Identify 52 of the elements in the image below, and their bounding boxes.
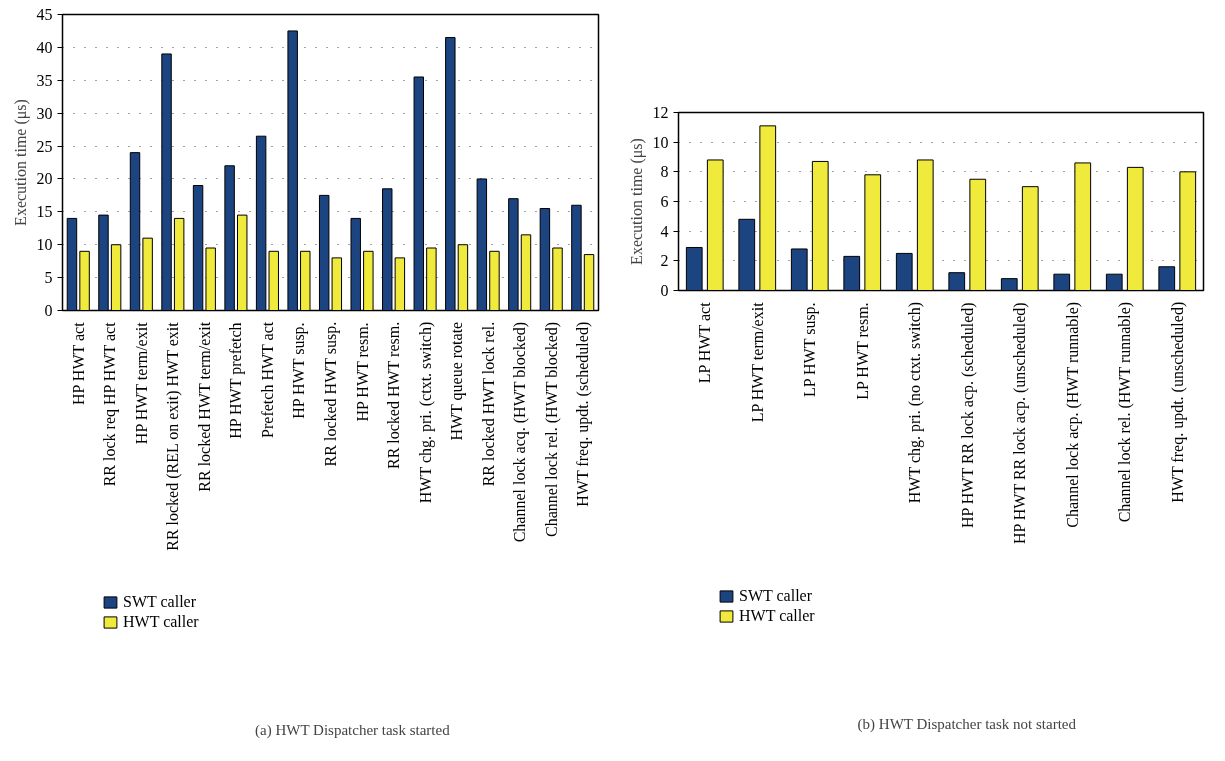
x-tick-label: HP HWT resm. (353, 322, 371, 422)
x-tick-label: LP HWT susp. (801, 302, 820, 398)
x-tick-label: HP HWT susp. (290, 322, 309, 419)
legend-label: HWT caller (123, 613, 199, 631)
y-tick-label: 40 (36, 38, 53, 56)
y-tick-label: 0 (660, 282, 669, 299)
x-tick-label: HP HWT act (69, 321, 87, 406)
x-tick-label: LP HWT term/exit (748, 301, 766, 423)
y-tick-label: 5 (44, 269, 53, 287)
x-tick-label: Channel lock rel. (HWT blocked) (542, 321, 561, 537)
x-tick-label: RR locked (REL on exit) HWT exit (164, 321, 183, 551)
x-tick-label: Channel lock rel. (HWT runnable) (1116, 301, 1135, 523)
x-tick-label: Channel lock acp. (HWT runnable) (1063, 301, 1082, 528)
y-axis-title: Execution time (μs) (627, 138, 646, 265)
y-tick-label: 8 (660, 163, 669, 181)
x-tick-label: HWT freq. updt. (scheduled) (574, 321, 593, 507)
legend-label: HWT caller (739, 607, 815, 625)
y-tick-label: 2 (660, 252, 669, 270)
y-tick-label: 10 (36, 236, 53, 254)
y-tick-label: 10 (652, 133, 669, 151)
y-tick-label: 45 (36, 6, 53, 23)
legend-label: SWT caller (123, 593, 197, 611)
y-tick-label: 12 (652, 104, 669, 121)
x-tick-label: LP HWT resm. (853, 302, 871, 400)
y-tick-label: 25 (36, 137, 53, 155)
y-tick-label: 6 (660, 193, 669, 210)
y-tick-label: 0 (44, 302, 53, 319)
x-tick-label: HP HWT prefetch (227, 322, 246, 439)
x-tick-label: RR locked HWT resm. (385, 321, 403, 470)
y-tick-label: 35 (36, 71, 53, 89)
x-tick-label: HWT chg. pri. (no ctxt. switch) (906, 301, 925, 504)
x-tick-label: RR locked HWT term/exit (195, 321, 213, 492)
y-tick-label: 15 (36, 203, 53, 221)
x-tick-label: RR locked HWT susp. (322, 321, 340, 467)
x-tick-label: HWT freq. updt. (unscheduled) (1168, 301, 1187, 503)
x-tick-label: RR locked HWT lock rel. (479, 321, 497, 487)
x-tick-label: HWT chg. pri. (ctxt. switch) (416, 321, 435, 504)
x-tick-label: HP HWT RR lock acp. (unscheduled) (1011, 302, 1030, 545)
x-tick-label: LP HWT act (696, 301, 714, 384)
x-tick-label: RR lock req HP HWT act (101, 321, 120, 487)
x-tick-label: Channel lock acq. (HWT blocked) (511, 321, 530, 543)
y-tick-label: 30 (36, 104, 53, 122)
x-tick-label: Prefetch HWT act (258, 321, 276, 438)
x-tick-label: HP HWT RR lock acp. (scheduled) (958, 302, 977, 529)
x-tick-label: HWT queue rotate (448, 321, 467, 441)
text: (a) HWT Dispatcher task started (255, 721, 451, 739)
y-tick-label: 20 (36, 170, 53, 188)
text: (b) HWT Dispatcher task not started (857, 715, 1077, 733)
y-tick-label: 4 (660, 222, 669, 240)
x-tick-label: HP HWT term/exit (132, 321, 150, 445)
legend-label: SWT caller (739, 587, 813, 605)
y-axis-title: Execution time (μs) (11, 99, 30, 226)
